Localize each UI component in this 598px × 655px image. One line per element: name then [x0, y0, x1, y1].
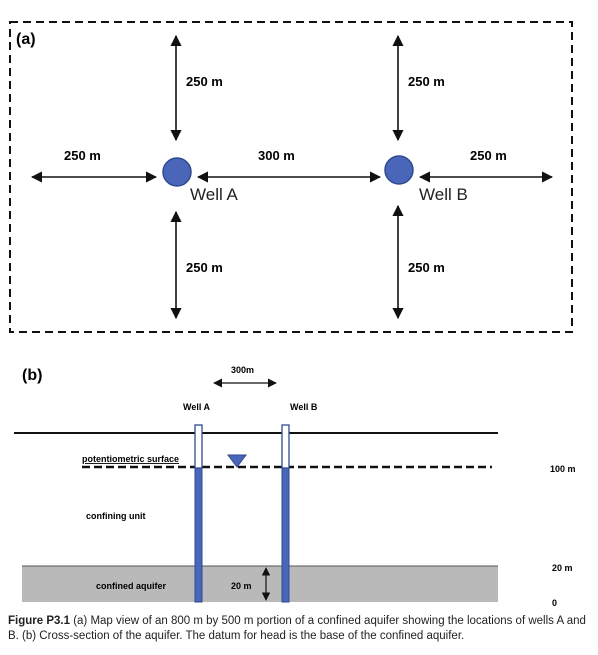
- aquifer-thickness-label: 20 m: [231, 581, 252, 591]
- section-well-a: [194, 424, 203, 603]
- section-well-b: [281, 424, 290, 603]
- section-well-b-label: Well B: [290, 402, 318, 412]
- well-a-marker: [162, 157, 192, 187]
- section-well-a-label: Well A: [183, 402, 211, 412]
- well-b-marker: [384, 155, 414, 185]
- dist-a-bottom: 250 m: [186, 260, 223, 275]
- dist-a-top: 250 m: [186, 74, 223, 89]
- panel-a-map: (a) 250 m 250 m 300 m 250 m Well A 250 m…: [9, 21, 573, 333]
- dist-b-right: 250 m: [470, 148, 507, 163]
- panel-b-cross-section: (b) 300m Well A Well B potentiometric su…: [14, 365, 576, 608]
- well-a-water-column: [194, 467, 203, 603]
- dist-ab: 300 m: [258, 148, 295, 163]
- well-a-label: Well A: [190, 185, 239, 204]
- confined-aquifer-layer: [22, 566, 498, 602]
- panel-b-label: (b): [22, 367, 42, 384]
- panel-a-label: (a): [16, 31, 36, 48]
- figure-number: Figure P3.1: [8, 615, 70, 627]
- dist-b-bottom: 250 m: [408, 260, 445, 275]
- well-b-water-column: [281, 467, 290, 603]
- elevation-100-label: 100 m: [550, 464, 576, 474]
- confined-aquifer-label: confined aquifer: [96, 581, 167, 591]
- well-b-label: Well B: [419, 185, 468, 204]
- confining-unit-label: confining unit: [86, 511, 145, 521]
- figure-caption: Figure P3.1 (a) Map view of an 800 m by …: [8, 614, 592, 644]
- well-a-casing-open: [194, 424, 203, 469]
- elevation-0-label: 0: [552, 598, 557, 608]
- elevation-20-label: 20 m: [552, 563, 573, 573]
- potentiometric-surface-label: potentiometric surface: [82, 454, 179, 464]
- water-table-triangle-icon: [227, 454, 247, 468]
- map-boundary: [9, 21, 573, 333]
- well-spacing-label: 300m: [231, 365, 254, 375]
- caption-text: (a) Map view of an 800 m by 500 m portio…: [8, 615, 586, 642]
- dist-b-top: 250 m: [408, 74, 445, 89]
- well-b-casing-open: [281, 424, 290, 469]
- dist-a-left: 250 m: [64, 148, 101, 163]
